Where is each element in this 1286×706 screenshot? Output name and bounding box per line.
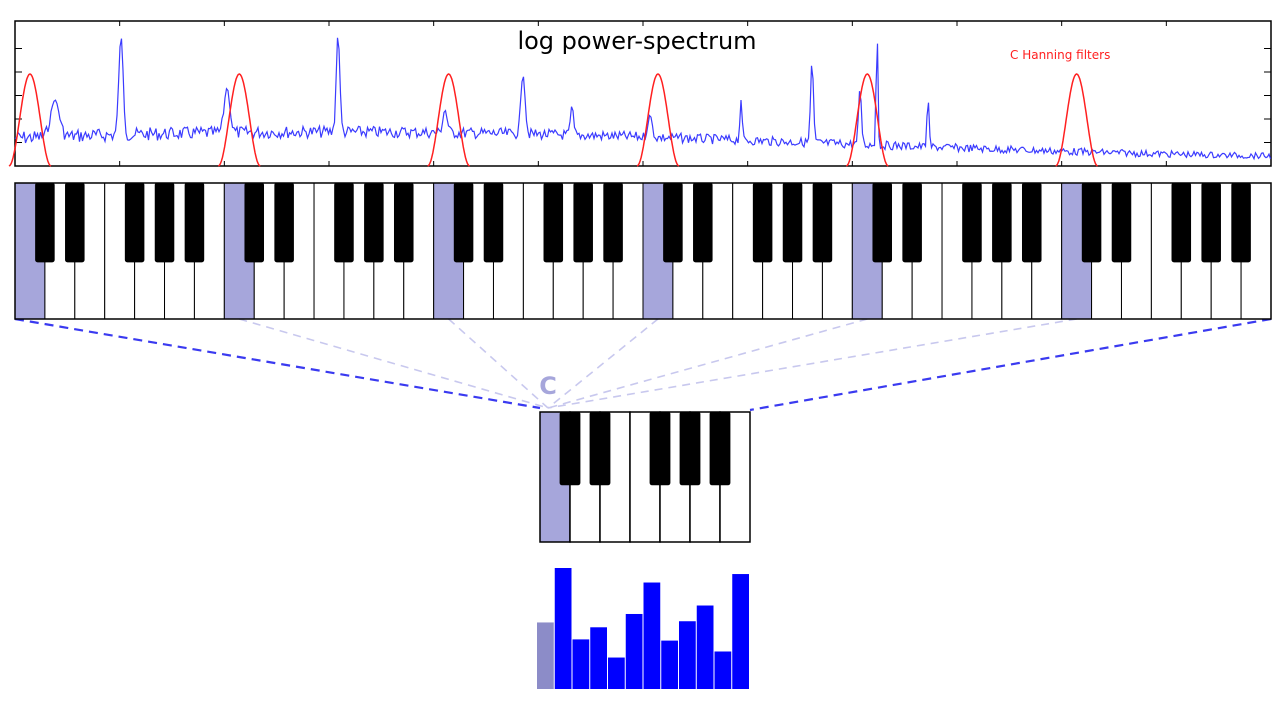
chroma-bar	[608, 657, 625, 689]
chroma-bar	[679, 621, 696, 689]
chroma-bar	[554, 568, 572, 689]
keyboard-black-key	[693, 182, 713, 263]
projection-line-c	[239, 318, 549, 409]
projection-lines	[14, 317, 1272, 412]
hanning-filter	[636, 73, 680, 167]
chroma-bar	[625, 613, 643, 689]
keyboard-black-key	[124, 182, 145, 263]
chroma-bar	[732, 574, 749, 689]
octave-keyboard	[539, 411, 751, 543]
keyboard-black-key	[543, 182, 564, 263]
keyboard-frame	[14, 182, 1272, 320]
hanning-filter	[1055, 73, 1098, 167]
keyboard-black-key	[962, 182, 982, 263]
octave-c-label: C	[539, 372, 557, 400]
keyboard-black-key	[1231, 182, 1251, 263]
keyboard-black-key	[603, 182, 623, 263]
projection-line-left	[14, 317, 541, 410]
projection-line-right	[749, 317, 1272, 412]
keyboard-black-key	[992, 182, 1012, 263]
piano-keyboard	[14, 182, 1272, 320]
keyboard-black-key	[364, 182, 384, 263]
spectrum-title: log power-spectrum	[517, 27, 756, 55]
spectrum-ticks	[15, 21, 1271, 166]
octave-black-key	[559, 411, 581, 486]
keyboard-black-key	[782, 182, 803, 263]
hanning-filter	[217, 73, 261, 167]
chroma-bar	[572, 639, 590, 689]
projection-line-c	[547, 318, 1077, 409]
projection-line-c	[547, 318, 868, 409]
keyboard-black-key	[244, 182, 265, 263]
keyboard-black-key	[812, 182, 833, 263]
chroma-bar	[714, 651, 732, 689]
keyboard-black-key	[35, 182, 55, 263]
keyboard-black-key	[1111, 182, 1132, 263]
octave-black-key	[709, 411, 731, 486]
hanning-filter	[8, 73, 52, 167]
keyboard-black-key	[1081, 182, 1102, 263]
octave-black-key	[679, 411, 701, 486]
keyboard-black-key	[334, 182, 354, 263]
projection-line-c	[547, 318, 659, 409]
filters-label: C Hanning filters	[1010, 48, 1110, 62]
keyboard-black-key	[393, 182, 414, 263]
octave-black-key	[589, 411, 611, 486]
keyboard-black-key	[1171, 182, 1192, 263]
keyboard-black-key	[184, 182, 205, 263]
hanning-filter	[427, 73, 470, 167]
keyboard-black-key	[902, 182, 922, 263]
keyboard-black-key	[65, 182, 85, 263]
keyboard-black-key	[274, 182, 294, 263]
keyboard-black-key	[1021, 182, 1042, 263]
keyboard-black-key	[483, 182, 504, 263]
keyboard-black-key	[752, 182, 773, 263]
chroma-bars	[537, 568, 749, 689]
hanning-filter	[845, 73, 889, 167]
chroma-bar	[590, 627, 607, 689]
keyboard-black-key	[453, 182, 474, 263]
spectrum-panel: log power-spectrum C Hanning filters	[8, 20, 1272, 167]
keyboard-black-key	[573, 182, 593, 263]
chroma-bar	[661, 640, 678, 689]
keyboard-black-key	[1201, 182, 1221, 263]
octave-black-key	[649, 411, 671, 486]
chroma-bar-c	[537, 622, 554, 689]
keyboard-black-key	[154, 182, 175, 263]
chroma-bar	[696, 605, 714, 689]
hanning-filters	[8, 73, 1098, 167]
spectrum-frame	[14, 20, 1272, 167]
keyboard-black-key	[663, 182, 683, 263]
keyboard-black-key	[872, 182, 893, 263]
chroma-bar	[643, 582, 661, 689]
